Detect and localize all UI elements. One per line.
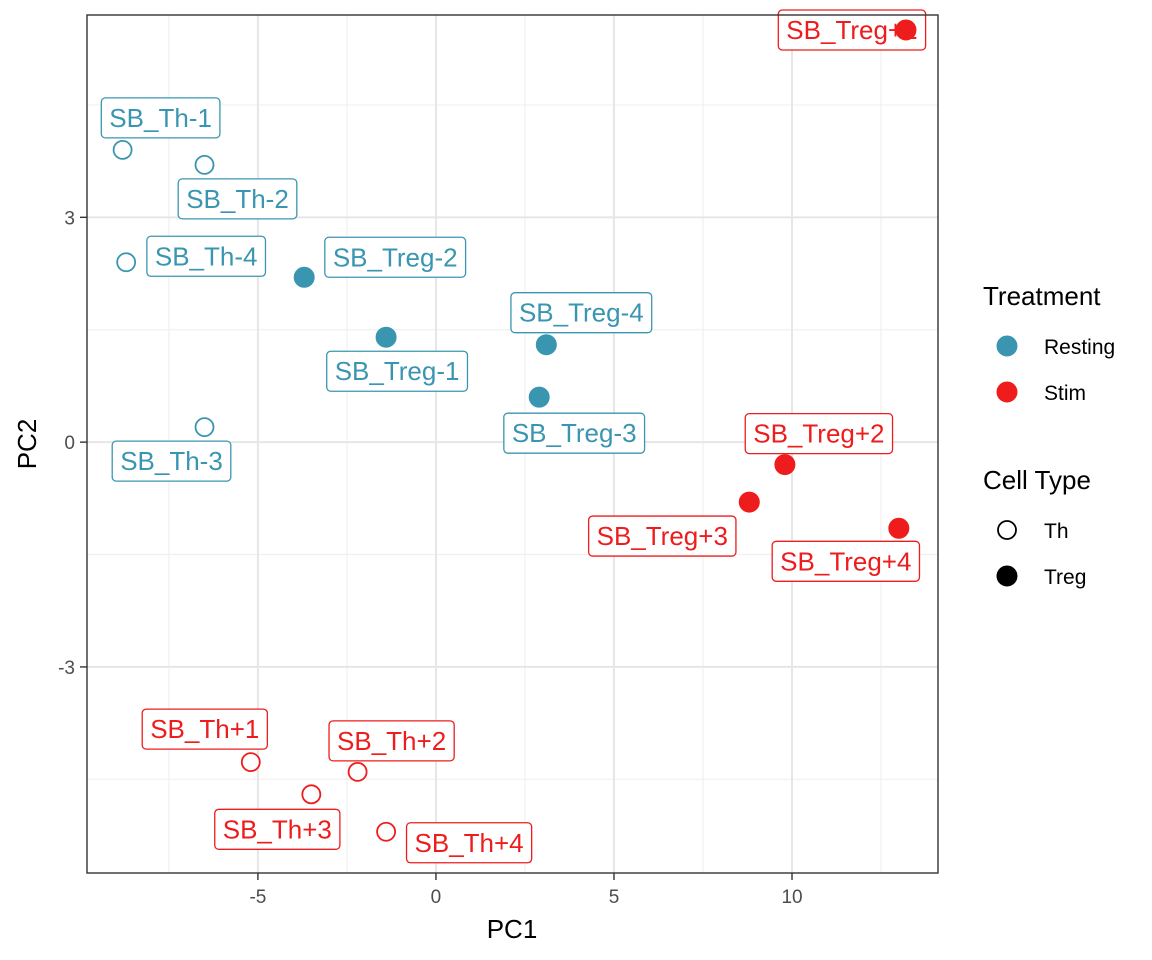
x-tick-label: 5: [609, 887, 620, 908]
point-label-box: [141, 708, 269, 750]
point-label-text: SB_Th-3: [120, 446, 223, 476]
point-label-text: SB_Th-4: [155, 241, 258, 271]
data-point: [116, 252, 137, 273]
point-label: SB_Treg-3: [503, 412, 646, 454]
y-tick-label: 3: [64, 208, 75, 229]
point-label-box: [100, 97, 221, 139]
point-label-text: SB_Treg-2: [333, 242, 458, 272]
point-label-text: SB_Treg-1: [335, 356, 460, 386]
data-point: [194, 417, 215, 438]
legend-title: Treatment: [983, 281, 1101, 311]
point-label-box: [328, 720, 455, 762]
point-label-text: SB_Treg+2: [753, 419, 884, 449]
data-point: [376, 821, 396, 842]
point-label: SB_Th-2: [177, 178, 298, 220]
data-point: [738, 491, 760, 513]
point-label-box: [405, 822, 533, 864]
point-label: SB_Treg-4: [510, 292, 653, 334]
point-label-box: [326, 350, 469, 392]
point-label-text: SB_Th+3: [223, 814, 332, 844]
data-point: [774, 454, 796, 476]
point-label-text: SB_Treg-3: [512, 418, 637, 448]
legend: Treatment Resting Stim Cell Type Th Treg: [983, 281, 1115, 589]
y-tick-label: -3: [58, 658, 75, 679]
point-label-box: [111, 440, 232, 482]
x-tick-label: -5: [249, 887, 266, 908]
point-label: SB_Th-4: [146, 235, 267, 277]
data-point: [528, 386, 550, 408]
x-tick-label: 0: [431, 887, 442, 908]
point-label-box: [214, 808, 341, 850]
point-label-text: SB_Treg+3: [597, 521, 728, 551]
point-label-text: SB_Th-1: [109, 103, 212, 133]
point-label: SB_Treg-2: [324, 236, 467, 278]
point-label-text: SB_Th-2: [186, 184, 289, 214]
point-label-box: [771, 540, 921, 582]
point-label-box: [777, 9, 927, 51]
y-axis-title: PC2: [12, 419, 42, 470]
point-label-text: SB_Th+4: [415, 828, 524, 858]
point-label-box: [146, 235, 267, 277]
point-label: SB_Th+1: [141, 708, 269, 750]
point-label: SB_Th+3: [214, 808, 341, 850]
y-tick-label: 0: [64, 433, 75, 454]
legend-key: [996, 335, 1018, 357]
data-point: [301, 784, 322, 805]
point-label-text: SB_Treg-4: [519, 298, 644, 328]
data-point: [112, 139, 133, 160]
legend-label: Resting: [1044, 336, 1115, 359]
x-axis: -5 0 5 10: [249, 873, 803, 908]
legend-key: [996, 381, 1018, 403]
legend-key: [997, 520, 1017, 540]
point-label-box: [177, 178, 298, 220]
point-label: SB_Treg+3: [587, 515, 737, 557]
legend-key: [996, 565, 1018, 587]
point-label-box: [510, 292, 653, 334]
data-point: [375, 326, 397, 348]
point-label: SB_Treg+2: [744, 412, 894, 455]
point-label-box: [324, 236, 467, 278]
y-axis: -3 0 3: [58, 208, 87, 679]
point-label-box: [503, 412, 646, 454]
point-label-text: SB_Th+1: [150, 714, 259, 744]
point-label: SB_Th+2: [328, 720, 455, 762]
data-point: [888, 517, 910, 539]
point-label-text: SB_Treg+4: [780, 546, 911, 576]
point-labels: SB_Th-1 SB_Th-2 SB_Th-4 SB_Th-3 SB_Treg-2 SB_…: [100, 9, 927, 864]
point-label: SB_Treg+4: [771, 540, 921, 582]
point-label-box: [587, 515, 737, 557]
legend-label: Stim: [1044, 382, 1086, 405]
data-points: [112, 19, 917, 842]
point-label-text: SB_Th+2: [337, 726, 446, 756]
point-label: SB_Th-3: [111, 440, 232, 482]
point-label: SB_Th-1: [100, 97, 221, 139]
panel-border: [86, 14, 939, 874]
data-point: [194, 154, 215, 175]
point-label: SB_Treg-1: [326, 350, 469, 392]
legend-title: Cell Type: [983, 465, 1091, 495]
data-point: [535, 334, 557, 356]
x-tick-label: 10: [781, 887, 802, 908]
data-point: [347, 761, 368, 782]
plot-panel: SB_Th-1 SB_Th-2 SB_Th-4 SB_Th-3 SB_Treg-2 SB_…: [86, 9, 939, 874]
x-axis-title: PC1: [487, 914, 538, 944]
data-point: [240, 752, 261, 772]
legend-label: Th: [1044, 520, 1069, 543]
data-point: [293, 266, 315, 288]
data-point: [895, 19, 917, 41]
legend-label: Treg: [1044, 566, 1086, 589]
point-label-box: [744, 412, 894, 455]
point-label: SB_Th+4: [405, 822, 533, 864]
